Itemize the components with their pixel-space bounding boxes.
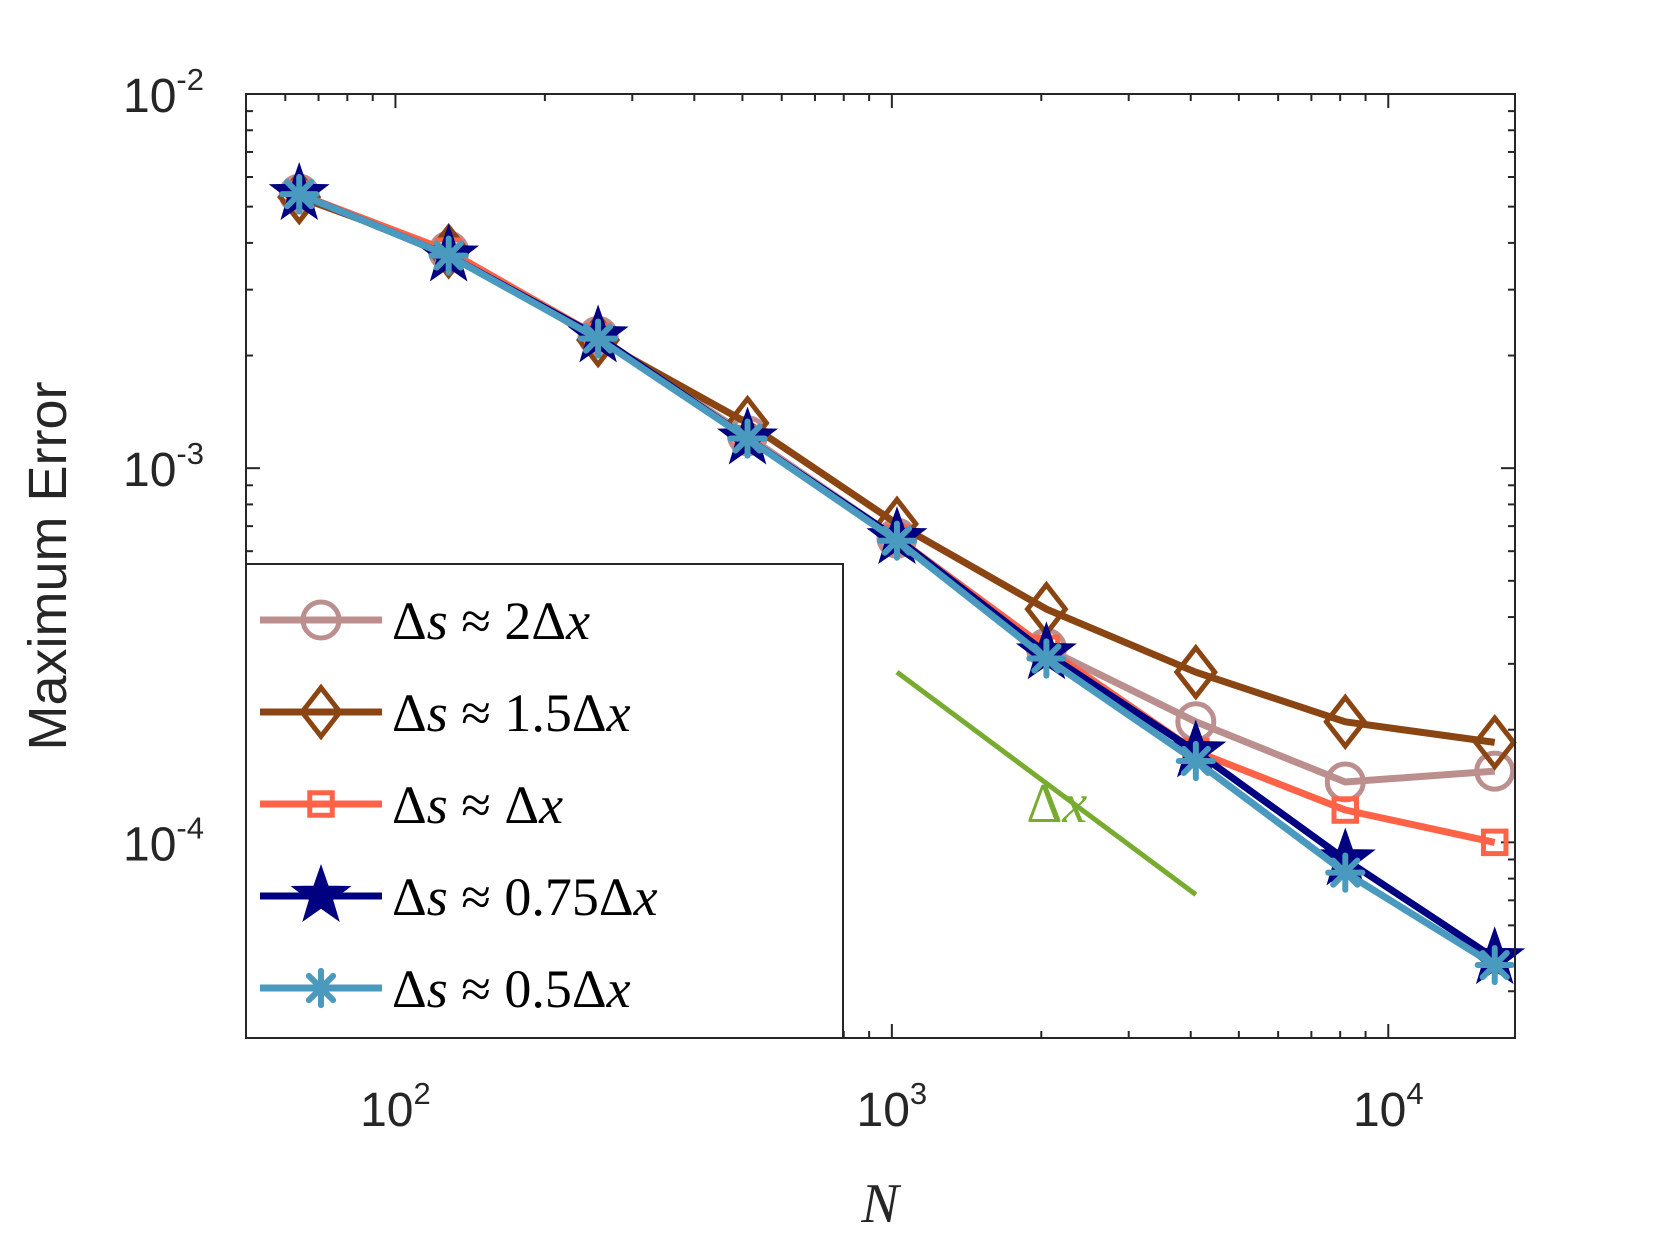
legend-entry-label: Δs ≈ 1.5Δx <box>392 683 631 743</box>
asterisk-marker <box>428 235 469 276</box>
asterisk-marker <box>1474 944 1515 986</box>
asterisk-marker <box>1325 852 1366 893</box>
legend-entry-label: Δs ≈ Δx <box>392 775 563 835</box>
asterisk-stroke <box>305 972 337 1004</box>
diamond-marker <box>1323 693 1368 751</box>
asterisk-marker <box>1175 740 1216 782</box>
series-asterisk <box>279 174 1515 986</box>
x-axis-label: N <box>860 1173 901 1235</box>
y-tick-label: 10-2 <box>123 62 204 123</box>
asterisk-stroke <box>284 179 315 210</box>
tick-labels: 102 103 104 10-2 10-3 10-4 <box>123 62 1424 1137</box>
square-marker <box>1331 796 1360 824</box>
star-marker <box>290 863 352 922</box>
circle-marker <box>300 599 342 641</box>
asterisk-stroke <box>1330 857 1361 888</box>
asterisk-stroke <box>433 240 464 271</box>
asterisk-stroke <box>1031 643 1062 674</box>
reference-slope-line <box>895 670 1198 897</box>
x-tick-label: 102 <box>360 1076 431 1137</box>
legend-entry-label: Δs ≈ 2Δx <box>392 591 590 651</box>
y-tick-label: 10-4 <box>123 810 204 871</box>
diamond-marker <box>1472 714 1517 771</box>
asterisk-marker <box>577 318 619 359</box>
circle-marker <box>1474 750 1516 792</box>
asterisk-stroke <box>1180 745 1211 777</box>
reference-slope: Δx <box>895 670 1198 897</box>
asterisk-stroke <box>732 423 763 454</box>
asterisk-stroke <box>881 525 913 556</box>
asterisk-marker <box>727 418 768 459</box>
asterisk-stroke <box>583 323 614 354</box>
series-layer <box>268 162 1526 986</box>
asterisk-marker <box>1026 638 1067 679</box>
asterisk-marker <box>876 520 918 561</box>
square-marker <box>307 790 335 818</box>
legend: Δs ≈ 2Δx Δs ≈ 1.5Δx Δs ≈ Δx Δs ≈ 0.75Δx Δs ≈… <box>245 563 844 1039</box>
legend-entry-label: Δs ≈ 0.75Δx <box>392 867 658 927</box>
x-tick-label: 103 <box>857 1076 928 1137</box>
square-marker <box>1480 828 1509 857</box>
asterisk-marker <box>279 174 320 215</box>
reference-slope-label: Δx <box>1026 773 1087 835</box>
y-tick-label: 10-3 <box>123 436 204 497</box>
asterisk-stroke <box>1479 949 1510 981</box>
legend-entry-label: Δs ≈ 0.5Δx <box>392 959 631 1019</box>
diamond-marker <box>1173 643 1218 701</box>
x-tick-label: 104 <box>1353 1076 1424 1137</box>
asterisk-marker <box>300 967 342 1009</box>
diamond-marker <box>298 683 344 741</box>
y-axis-label: Maximum Error <box>18 381 78 750</box>
